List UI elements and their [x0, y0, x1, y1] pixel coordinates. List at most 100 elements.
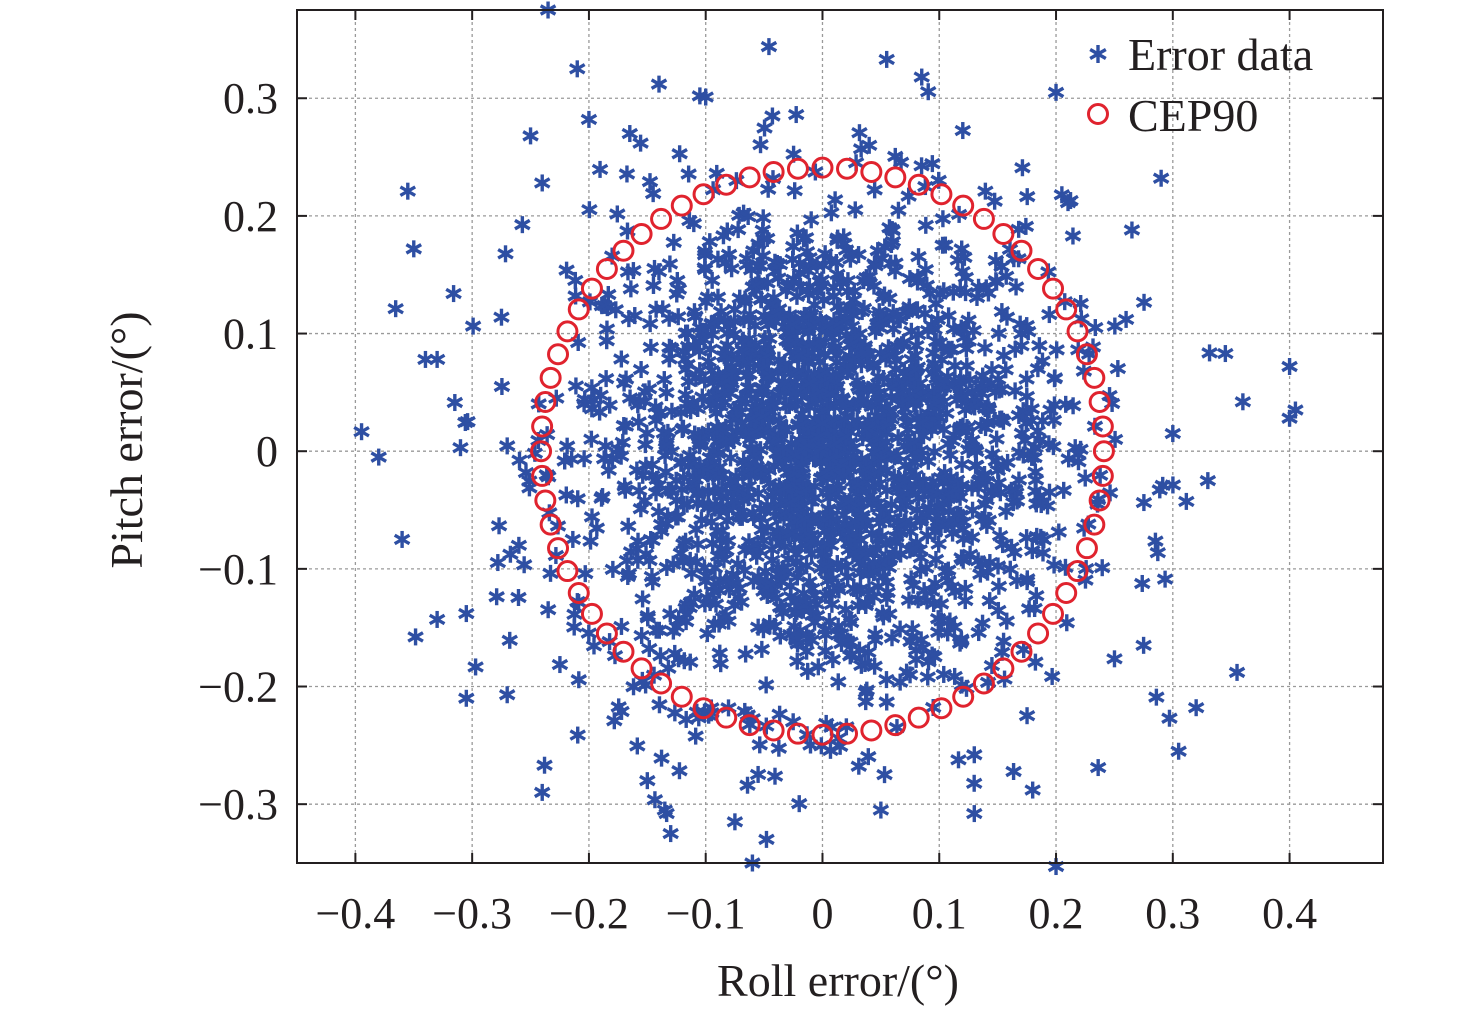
error-data-point [891, 620, 909, 638]
error-data-point [815, 256, 832, 274]
error-data-point [851, 124, 868, 142]
error-data-point [756, 119, 773, 137]
error-data-point [671, 145, 688, 163]
error-data-point [488, 588, 505, 606]
error-data-point [1106, 650, 1123, 668]
error-data-point [744, 504, 762, 522]
error-data-point [880, 559, 898, 577]
error-data-point [617, 481, 634, 499]
error-data-point [644, 531, 661, 549]
error-data-point [1031, 487, 1048, 505]
error-data-point [803, 492, 821, 510]
cep90-point [1083, 366, 1106, 389]
error-data-point [1006, 543, 1023, 561]
error-data-point [725, 492, 742, 510]
error-data-point [762, 397, 780, 415]
error-data-point [680, 372, 697, 390]
error-data-point [621, 125, 639, 143]
error-data-point [908, 501, 926, 519]
error-data-point [828, 231, 846, 249]
error-data-point [912, 549, 930, 567]
error-data-point [751, 736, 768, 754]
error-data-point [952, 370, 969, 388]
error-data-point [859, 419, 876, 437]
error-data-point [740, 488, 757, 506]
cep90-point [907, 173, 930, 196]
error-data-point [942, 446, 959, 464]
error-data-point [1187, 699, 1205, 717]
error-data-point [1164, 476, 1182, 494]
error-data-point [582, 532, 599, 550]
error-data-point [738, 367, 755, 385]
error-data-point [723, 260, 740, 278]
error-data-point [581, 201, 598, 219]
error-data-point [876, 766, 893, 784]
error-data-point [1234, 393, 1252, 411]
error-data-point [823, 204, 840, 222]
error-data-point [842, 335, 860, 353]
error-data-point [588, 519, 606, 537]
error-data-point [968, 288, 986, 306]
error-data-point [826, 191, 844, 209]
cep90-point [650, 672, 673, 695]
error-data-point [738, 250, 756, 268]
error-data-point [878, 671, 895, 689]
cep90-point [860, 160, 883, 183]
error-data-point [770, 269, 787, 287]
error-data-point [821, 449, 839, 467]
error-data-point [669, 508, 687, 526]
tick-labels: −0.4 −0.3 −0.2 −0.1 0 0.1 0.2 0.3 0.4 −0.3 −0.2 −0.… [198, 74, 1317, 938]
error-data-point [1093, 559, 1111, 577]
error-data-point [645, 276, 662, 294]
error-data-point [802, 211, 820, 229]
error-data-point [580, 110, 598, 128]
x-tick-label: −0.4 [315, 889, 395, 938]
error-data-point [446, 394, 464, 412]
error-data-point [789, 224, 806, 242]
error-data-point [629, 551, 647, 569]
error-data-point [896, 363, 913, 381]
cep90-point [531, 464, 554, 487]
error-data-point [736, 293, 754, 311]
error-data-point [775, 439, 792, 457]
error-data-point [851, 641, 868, 659]
error-data-point [699, 288, 717, 306]
error-data-point [872, 801, 890, 819]
cep90-point [612, 640, 635, 663]
error-data-point [783, 525, 801, 543]
error-data-point [820, 527, 838, 545]
error-data-point [1123, 221, 1141, 239]
error-data-point [770, 739, 788, 757]
error-data-point [1014, 402, 1032, 420]
error-data-point [849, 476, 867, 494]
error-data-point [871, 514, 888, 532]
error-data-point [754, 221, 771, 239]
cep90-point [811, 723, 834, 746]
error-data-point [621, 389, 639, 407]
error-data-point [930, 500, 948, 518]
cep90-point [650, 207, 673, 230]
error-data-point [900, 187, 917, 205]
error-data-point [1281, 357, 1298, 375]
error-data-point [708, 418, 726, 436]
error-data-point [934, 210, 952, 228]
error-data-point [884, 232, 902, 250]
error-data-point [675, 469, 692, 487]
error-data-point [742, 410, 760, 428]
error-data-point [632, 134, 649, 152]
error-data-point [652, 647, 669, 665]
error-data-point [661, 255, 679, 273]
error-data-point [909, 268, 927, 286]
error-data-point [802, 600, 819, 618]
error-data-point [583, 400, 601, 418]
error-data-point [717, 607, 735, 625]
error-data-point [660, 481, 677, 499]
error-data-point [706, 615, 723, 633]
y-axis-label: Pitch error/(°) [101, 311, 152, 568]
error-data-point [966, 746, 983, 764]
error-data-point [399, 182, 417, 200]
cep90-point [595, 622, 618, 645]
y-tick-label: 0.1 [223, 310, 278, 359]
cep90-point [567, 298, 590, 321]
error-data-point [784, 315, 801, 333]
